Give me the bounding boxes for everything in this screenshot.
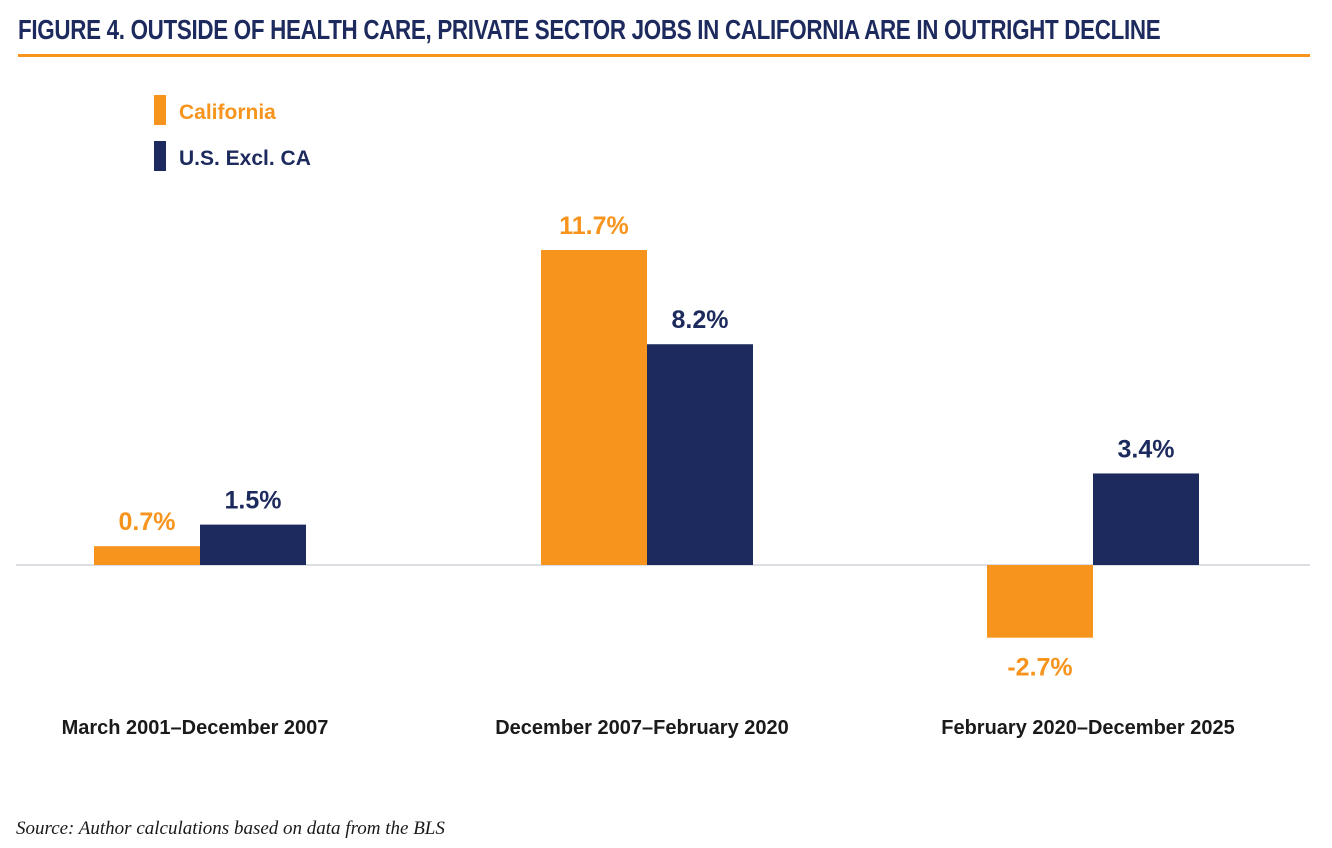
value-label-california-3: -2.7% (1007, 654, 1072, 682)
category-labels-group: March 2001–December 2007 December 2007–Fe… (62, 717, 1235, 739)
value-label-us-excl-ca-3: 3.4% (1118, 435, 1175, 463)
bar-california-2 (541, 250, 647, 565)
category-label-3: February 2020–December 2025 (941, 717, 1235, 739)
value-label-california-2: 11.7% (559, 212, 629, 240)
value-label-california-1: 0.7% (119, 508, 176, 536)
value-labels-group: 0.7% 1.5% 11.7% 8.2% -2.7% 3.4% (119, 212, 1175, 682)
figure-title-text: OUTSIDE OF HEALTH CARE, PRIVATE SECTOR J… (130, 14, 1161, 45)
value-label-us-excl-ca-2: 8.2% (672, 306, 729, 334)
bar-chart: California U.S. Excl. CA 0.7% 1.5% 11.7% 8.2… (16, 95, 1310, 739)
category-label-2: December 2007–February 2020 (495, 717, 789, 739)
source-note: Source: Author calculations based on dat… (16, 818, 445, 839)
bar-us-excl-ca-1 (200, 524, 306, 565)
legend: California U.S. Excl. CA (154, 95, 311, 171)
bar-us-excl-ca-2 (647, 344, 753, 565)
bars-group (94, 250, 1199, 638)
legend-swatch-us-excl-ca (154, 141, 166, 171)
value-label-us-excl-ca-1: 1.5% (225, 487, 282, 515)
figure-label: FIGURE 4. (18, 14, 125, 45)
bar-california-3 (987, 565, 1093, 638)
figure-title-bar: FIGURE 4. OUTSIDE OF HEALTH CARE, PRIVAT… (18, 10, 1310, 57)
legend-label-us-excl-ca: U.S. Excl. CA (179, 147, 311, 170)
bar-california-1 (94, 546, 200, 565)
legend-label-california: California (179, 101, 276, 124)
figure-title: FIGURE 4. OUTSIDE OF HEALTH CARE, PRIVAT… (18, 10, 1161, 50)
category-label-1: March 2001–December 2007 (62, 717, 329, 739)
legend-swatch-california (154, 95, 166, 125)
bar-us-excl-ca-3 (1093, 473, 1199, 565)
